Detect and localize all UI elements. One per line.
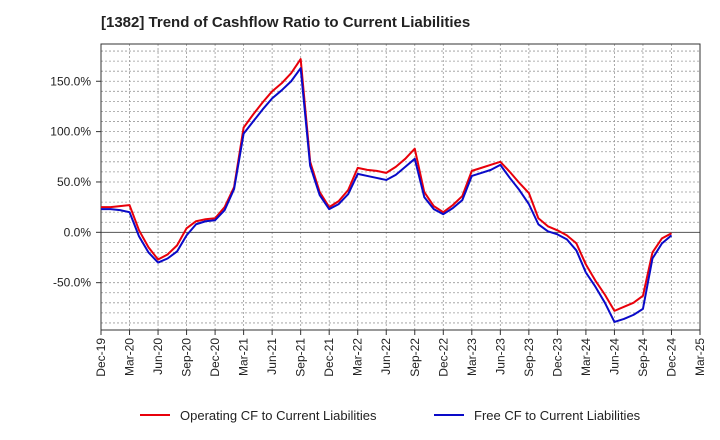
legend-swatch-free-cf (434, 414, 464, 416)
x-tick-label: Jun-22 (379, 338, 393, 375)
series-layer (101, 58, 673, 323)
legend: Operating CF to Current Liabilities Free… (0, 404, 720, 426)
y-tick-label: -50.0% (53, 276, 91, 290)
legend-label-operating-cf: Operating CF to Current Liabilities (180, 407, 377, 423)
x-tick-label: Jun-24 (607, 338, 621, 375)
x-tick-label: Sep-20 (180, 338, 194, 377)
chart-title: [1382] Trend of Cashflow Ratio to Curren… (101, 14, 471, 31)
legend-label-free-cf: Free CF to Current Liabilities (474, 407, 641, 423)
x-tick-label: Dec-22 (436, 338, 450, 377)
x-tick-label: Jun-21 (265, 338, 279, 375)
series-line-free-cf (101, 67, 673, 323)
legend-swatch-operating-cf (140, 414, 170, 416)
x-tick-label: Dec-23 (550, 338, 564, 377)
x-tick-label: Mar-20 (123, 338, 137, 376)
x-tick-label: Dec-21 (322, 338, 336, 377)
series-line-operating-cf (101, 58, 672, 312)
plot-frame (100, 43, 701, 331)
x-tick-label: Sep-21 (294, 338, 308, 377)
grid-layer (100, 44, 701, 330)
x-tick-label: Dec-19 (94, 338, 108, 377)
x-tick-label: Mar-25 (693, 338, 707, 376)
tick-label-layer: 150.0% 100.0% 50.0% 0.0% -50.0% Dec-19 Mar-20 J… (50, 74, 707, 376)
legend-item-free-cf: Free CF to Current Liabilities (434, 404, 640, 426)
x-tick-label: Jun-23 (493, 338, 507, 375)
x-tick-label: Dec-20 (208, 338, 222, 377)
x-tick-label: Mar-24 (579, 338, 593, 376)
x-tick-label: Mar-23 (465, 338, 479, 376)
x-tick-label: Sep-22 (408, 338, 422, 377)
x-tick-label: Mar-22 (351, 338, 365, 376)
y-tick-label: 0.0% (64, 225, 92, 239)
x-tick-label: Mar-21 (237, 338, 251, 376)
x-tick-label: Sep-23 (522, 338, 536, 377)
y-tick-label: 150.0% (50, 74, 91, 88)
y-tick-label: 100.0% (50, 125, 91, 139)
x-tick-label: Sep-24 (636, 338, 650, 377)
legend-item-operating-cf: Operating CF to Current Liabilities (140, 404, 377, 426)
x-tick-label: Dec-24 (664, 338, 678, 377)
y-tick-label: 50.0% (57, 175, 91, 189)
axis-layer (96, 43, 701, 335)
x-tick-label: Jun-20 (151, 338, 165, 375)
